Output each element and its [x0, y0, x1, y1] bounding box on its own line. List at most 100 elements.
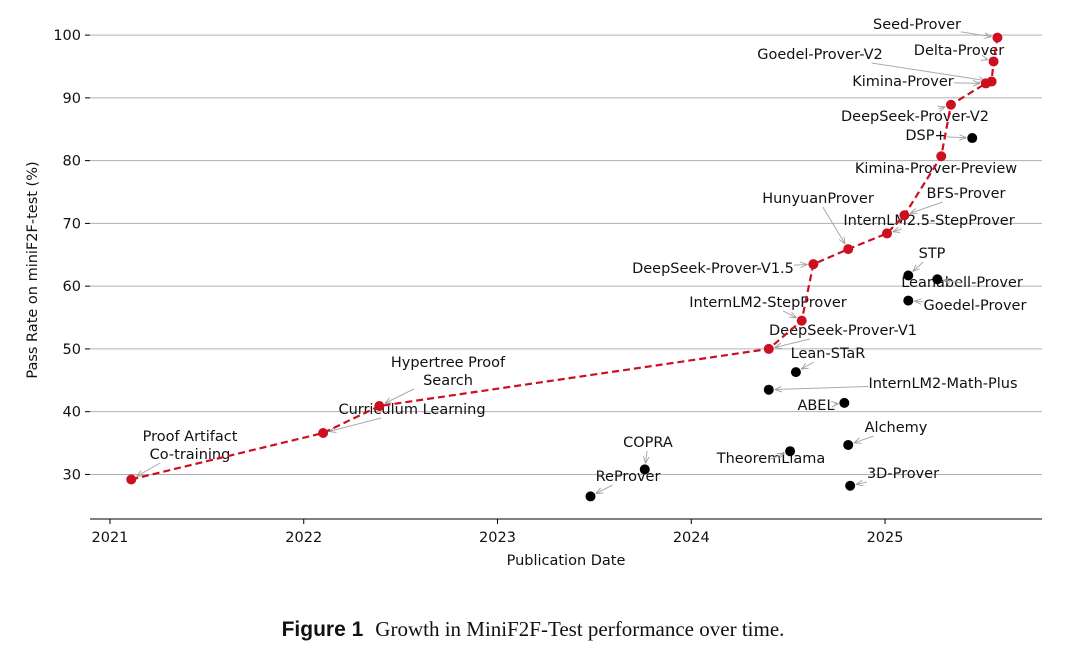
caption-text: Growth in MiniF2F-Test performance over … [375, 617, 784, 641]
point [903, 270, 913, 280]
annotation-arrow [910, 202, 943, 213]
point-label-line: HunyuanProver [762, 191, 874, 207]
point-label: InternLM2-StepProver [689, 295, 847, 311]
point [882, 228, 892, 238]
annotation-arrow [985, 59, 987, 60]
annotation-arrow [893, 229, 902, 232]
point-label-line: Delta-Prover [914, 43, 1004, 59]
point [845, 481, 855, 491]
point-label-line: Goedel-Prover-V2 [757, 47, 882, 63]
annotation-arrow [854, 436, 874, 443]
point-label: STP [919, 246, 946, 262]
annotation-arrow [794, 264, 807, 265]
point [903, 296, 913, 306]
y-tick-label: 90 [63, 91, 81, 107]
point [764, 385, 774, 395]
point-label-line: Curriculum Learning [338, 402, 485, 418]
point-label: Delta-Prover [914, 43, 1004, 59]
x-tick-label: 2023 [479, 530, 516, 546]
y-tick-label: 50 [63, 342, 81, 358]
caption-label: Figure 1 [282, 618, 364, 641]
point [967, 133, 977, 143]
y-tick-label: 80 [63, 154, 81, 170]
point-label-line: Kimina-Prover-Preview [855, 161, 1017, 177]
point-label: DeepSeek-Prover-V2 [841, 109, 989, 125]
point-label-line: Proof Artifact [143, 429, 238, 445]
annotation-arrow [823, 207, 845, 244]
point-label-line: Seed-Prover [873, 17, 961, 33]
point-label-line: InternLM2-Math-Plus [868, 376, 1017, 392]
trend-line [131, 38, 997, 480]
point-label: Hypertree Proof Search [391, 355, 506, 389]
annotation-arrow [783, 311, 796, 318]
point [785, 446, 795, 456]
point [839, 398, 849, 408]
annotation-arrow [961, 32, 991, 37]
point [374, 401, 384, 411]
y-axis-label: Pass Rate on miniF2F-test (%) [25, 161, 41, 378]
point [932, 274, 942, 284]
annotation-arrow [856, 482, 867, 484]
point-label-line: Lean-STaR [791, 346, 866, 362]
point [936, 151, 946, 161]
annotation-arrow [329, 418, 381, 432]
point-label: Kimina-Prover-Preview [855, 161, 1017, 177]
annotation-arrow [801, 362, 814, 369]
point-label: Goedel-Prover [924, 298, 1027, 314]
point [899, 210, 909, 220]
point [843, 244, 853, 254]
point-label-line: 3D-Prover [867, 466, 939, 482]
x-tick-label: 2021 [92, 530, 129, 546]
point-label: Lean-STaR [791, 346, 866, 362]
point [126, 474, 136, 484]
point-label: ABEL [797, 398, 834, 414]
point [987, 77, 997, 87]
point-label-line: ReProver [596, 469, 661, 485]
point-label-line: STP [919, 246, 946, 262]
point-label: DeepSeek-Prover-V1.5 [632, 261, 794, 277]
annotation-arrow [775, 386, 869, 389]
point-label-line: Goedel-Prover [924, 298, 1027, 314]
y-tick-label: 30 [63, 467, 81, 483]
annotation-arrow [596, 485, 613, 494]
point-label: BFS-Prover [927, 186, 1006, 202]
point-label-line: Alchemy [865, 420, 928, 436]
point-label-line: Co-training [150, 447, 231, 463]
point [992, 33, 1002, 43]
point-label-line: DSP+ [905, 128, 946, 144]
point [946, 100, 956, 110]
point-label: Alchemy [865, 420, 928, 436]
point [808, 259, 818, 269]
y-tick-label: 60 [63, 279, 81, 295]
point-label: InternLM2-Math-Plus [868, 376, 1017, 392]
point-label-line: COPRA [623, 435, 673, 451]
point-label: COPRA [623, 435, 673, 451]
x-tick-label: 2025 [867, 530, 904, 546]
point-label-line: Search [423, 373, 473, 389]
y-tick-label: 100 [53, 28, 81, 44]
point-label-line: ABEL [797, 398, 834, 414]
point-label: Kimina-Prover [852, 74, 954, 90]
point-label-line: BFS-Prover [927, 186, 1006, 202]
point-label: InternLM2.5-StepProver [843, 213, 1014, 229]
y-tick-label: 40 [63, 405, 81, 421]
x-axis-label: Publication Date [507, 553, 626, 569]
point-label: Goedel-Prover-V2 [757, 47, 882, 63]
point-label: HunyuanProver [762, 191, 874, 207]
point-label-line: DeepSeek-Prover-V1.5 [632, 261, 794, 277]
annotation-arrow [947, 137, 967, 138]
point [797, 316, 807, 326]
annotation-arrow [646, 451, 648, 463]
point [640, 464, 650, 474]
point-label-line: Hypertree Proof [391, 355, 506, 371]
point [843, 440, 853, 450]
point-label: ReProver [596, 469, 661, 485]
point-label-line: DeepSeek-Prover-V2 [841, 109, 989, 125]
point-label: DSP+ [905, 128, 946, 144]
point [989, 56, 999, 66]
y-tick-label: 70 [63, 216, 81, 232]
point-label: 3D-Prover [867, 466, 939, 482]
x-tick-label: 2022 [285, 530, 322, 546]
point [318, 428, 328, 438]
